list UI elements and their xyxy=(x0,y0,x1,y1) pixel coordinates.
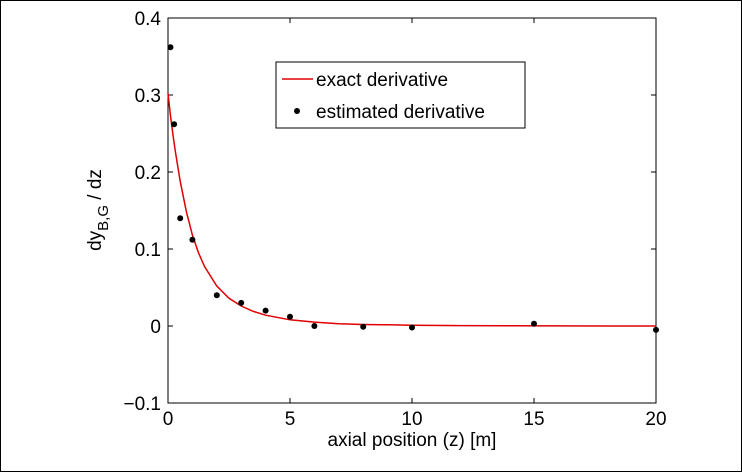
data-point-estimated xyxy=(287,313,293,320)
data-point-estimated xyxy=(531,320,537,327)
series-layer xyxy=(167,44,659,333)
data-point-estimated xyxy=(167,44,174,51)
data-point-estimated xyxy=(262,307,269,314)
series-line-exact-derivative xyxy=(167,93,656,327)
y-tick-label: 0.1 xyxy=(135,240,161,261)
data-point-estimated xyxy=(238,299,245,306)
data-point-estimated xyxy=(409,324,415,331)
data-point-estimated xyxy=(177,215,184,222)
x-tick-label: 15 xyxy=(523,409,544,430)
data-point-estimated xyxy=(311,323,318,329)
x-tick-label: 0 xyxy=(163,409,174,430)
x-tick-label: 5 xyxy=(285,409,296,430)
y-axis-label-main: dy xyxy=(85,230,106,251)
data-point-estimated xyxy=(653,326,659,333)
legend-label-estimated: estimated derivative xyxy=(316,102,485,123)
x-axis-label: axial position (z) [m] xyxy=(328,430,497,451)
y-tick-label: 0.2 xyxy=(135,163,161,184)
y-tick-label: 0 xyxy=(150,317,161,338)
data-point-estimated xyxy=(213,292,220,299)
legend-marker-swatch xyxy=(294,108,300,114)
y-tick-label: 0.3 xyxy=(135,86,161,107)
y-axis-label: dyB,G / dz xyxy=(85,169,112,251)
legend-box xyxy=(275,61,526,129)
data-point-estimated xyxy=(360,323,367,330)
data-point-estimated xyxy=(171,121,178,128)
y-axis-label-subscript: B,G xyxy=(95,205,112,231)
axis-tick-labels: 0 5 10 15 20−0.100.10.20.30.4 xyxy=(123,9,666,430)
x-tick-label: 20 xyxy=(645,409,666,430)
y-axis-label-suffix: / dz xyxy=(85,169,106,205)
legend-label-exact: exact derivative xyxy=(316,70,448,91)
x-tick-label: 10 xyxy=(401,409,422,430)
y-tick-label: −0.1 xyxy=(123,394,161,415)
legend: exact derivative estimated derivative xyxy=(275,61,526,129)
y-tick-label: 0.4 xyxy=(135,9,162,30)
data-point-estimated xyxy=(189,236,196,243)
